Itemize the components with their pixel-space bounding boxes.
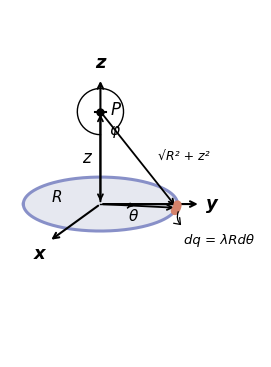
Text: dq = λRdθ: dq = λRdθ xyxy=(185,233,254,247)
Text: P: P xyxy=(111,101,121,119)
Ellipse shape xyxy=(23,177,178,231)
Text: R: R xyxy=(52,190,63,205)
Text: √R² + z²: √R² + z² xyxy=(158,149,209,162)
Text: y: y xyxy=(206,195,218,213)
Text: φ: φ xyxy=(109,123,120,138)
Text: θ: θ xyxy=(129,209,138,224)
Text: z: z xyxy=(95,54,106,72)
Text: x: x xyxy=(34,245,45,263)
FancyArrowPatch shape xyxy=(174,212,180,225)
Text: z: z xyxy=(82,149,91,167)
